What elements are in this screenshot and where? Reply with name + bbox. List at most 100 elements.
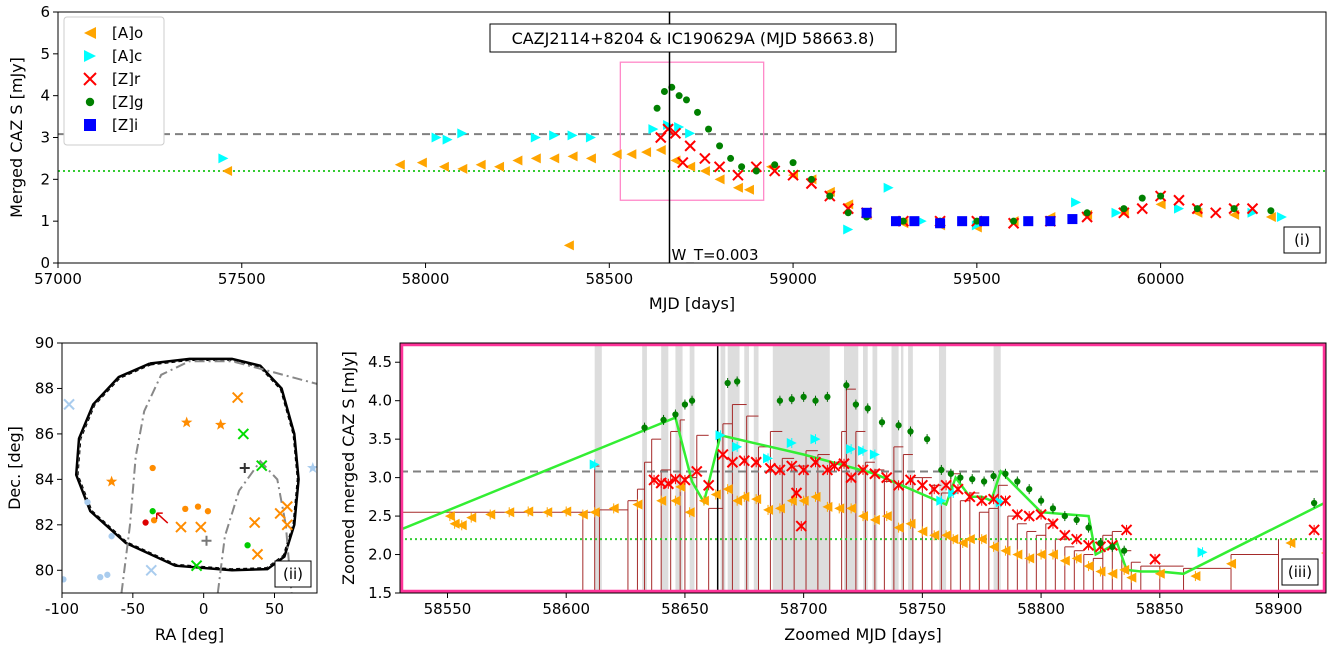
chart-title-box (489, 23, 897, 53)
x-axis-label: MJD [days] (649, 294, 735, 313)
data-point-circle (1026, 486, 1033, 493)
data-point-triangle-left (941, 530, 952, 541)
data-point-x (684, 140, 696, 152)
data-point-triangle-left (1071, 553, 1082, 564)
x-tick-label: 58500 (585, 270, 633, 288)
data-point-triangle-right (1276, 211, 1287, 222)
x-axis-label: Zoomed MJD [days] (784, 625, 941, 644)
y-tick-label: 84 (35, 470, 54, 488)
data-point-triangle-left (1000, 545, 1011, 556)
galactic-contour-line (120, 360, 317, 593)
data-point-triangle-left (416, 157, 427, 168)
source-marker-x (195, 521, 207, 533)
x-tick-label: 58700 (780, 600, 828, 618)
data-point-triangle-right (883, 182, 894, 193)
data-point-triangle-left (530, 153, 541, 164)
legend-label: [Z]g (112, 93, 144, 111)
source-marker-circle (104, 571, 111, 578)
y-tick-label: 3 (40, 129, 50, 147)
data-point-x (1082, 539, 1095, 552)
data-point-circle (1138, 194, 1146, 202)
data-point-triangle-right (1071, 197, 1082, 208)
source-marker-x (248, 516, 261, 529)
data-point-triangle-left (905, 518, 916, 529)
data-point-x (916, 479, 929, 492)
data-point-x (732, 169, 744, 181)
data-point-circle (826, 192, 834, 200)
data-point-x (881, 471, 893, 484)
source-marker-circle (182, 505, 189, 513)
data-point-triangle-left (561, 506, 572, 517)
data-point-x (699, 152, 711, 165)
chart-title-text: CAZJ2114+8204 & IC190629A (MJD 58663.8) (512, 29, 875, 48)
data-point-triangle-right (589, 459, 600, 470)
data-point-circle (1083, 209, 1091, 217)
data-point-triangle-left (774, 503, 785, 514)
data-point-triangle-right (810, 434, 821, 445)
flare-band (872, 343, 878, 593)
data-point-triangle-right (843, 224, 854, 235)
data-point-x (1011, 508, 1024, 521)
neutrino-weight-label: W_T=0.003 (672, 246, 759, 265)
data-point-x (821, 464, 834, 476)
data-point-x (1136, 202, 1148, 215)
data-point-circle (776, 397, 784, 404)
data-point-circle (1267, 207, 1275, 215)
data-point-triangle-left (563, 240, 574, 251)
data-point-triangle-left (457, 163, 468, 174)
data-point-triangle-left (739, 491, 750, 502)
y-tick-label: 2 (40, 170, 50, 188)
data-point-triangle-left (858, 511, 868, 522)
zoom-frame (399, 342, 1327, 594)
data-point-circle (660, 416, 667, 424)
data-point-circle (957, 474, 964, 481)
data-point-triangle-left (1095, 566, 1106, 577)
data-point-triangle-left (585, 153, 596, 164)
data-point-triangle-left (567, 151, 578, 162)
data-point-triangle-left (1083, 561, 1094, 572)
data-point-triangle-left (512, 155, 523, 166)
data-point-triangle-left (1190, 571, 1201, 582)
y-tick-label: 86 (35, 425, 54, 443)
legend-box (63, 16, 165, 146)
plot-frame (399, 342, 1327, 594)
data-point-square (979, 216, 990, 227)
sky-map-panel: -100 -50 0 50 80 82 84 86 88 90 RA [deg] Dec. [deg]… (5, 334, 318, 644)
data-point-triangle-left (714, 174, 725, 185)
y-tick-label: 82 (35, 516, 54, 534)
target-arrow (156, 512, 169, 524)
data-point-triangle-left (1285, 538, 1296, 548)
source-marker-x (231, 391, 244, 404)
data-point-triangle-left (1265, 211, 1276, 222)
y-tick-label: 6 (40, 3, 50, 21)
flare-band (900, 343, 904, 593)
flare-model-line (400, 415, 1326, 576)
data-point-x (1210, 207, 1222, 219)
data-point-triangle-right (869, 449, 880, 460)
data-point-triangle-right (567, 130, 578, 141)
data-point-triangle-left (957, 538, 968, 548)
source-marker-plus (201, 535, 212, 546)
x-tick-label: 57500 (218, 270, 266, 288)
data-point-triangle-left (846, 503, 857, 514)
data-point-triangle-left (475, 159, 486, 170)
data-point-circle (1061, 512, 1068, 520)
data-point-circle (938, 466, 945, 474)
data-point-circle (705, 125, 713, 133)
x-tick-label: 50 (265, 600, 284, 618)
source-marker-circle (194, 503, 202, 510)
data-point-circle (807, 175, 815, 183)
data-point-triangle-left (948, 534, 959, 545)
data-point-triangle-right (549, 130, 560, 141)
data-point-triangle-right (442, 134, 453, 145)
y-tick-label: 3.0 (368, 469, 392, 487)
x-tick-label: 58650 (661, 600, 709, 618)
data-point-x (904, 474, 917, 486)
data-point-circle (844, 209, 852, 217)
data-point-circle (980, 478, 988, 485)
data-point-square (957, 216, 968, 227)
panel-label-box (1283, 226, 1321, 254)
data-point-triangle-left (964, 534, 975, 545)
data-point-x (1023, 510, 1035, 522)
data-point-circle (789, 159, 797, 167)
